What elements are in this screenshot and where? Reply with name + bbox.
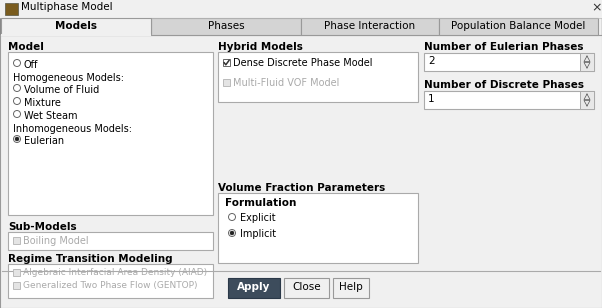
Bar: [424, 53, 594, 71]
Text: Eulerian: Eulerian: [24, 136, 64, 146]
Circle shape: [13, 136, 20, 143]
Circle shape: [13, 111, 20, 117]
Bar: [0, 0, 602, 18]
Text: Multi-Fluid VOF Model: Multi-Fluid VOF Model: [233, 78, 340, 88]
Bar: [284, 278, 329, 298]
Text: 1: 1: [428, 94, 435, 104]
Text: Apply: Apply: [237, 282, 271, 292]
Bar: [13, 282, 20, 289]
Text: Close: Close: [292, 282, 321, 292]
Bar: [228, 278, 280, 298]
Text: Sub-Models: Sub-Models: [8, 222, 76, 232]
Text: Mixture: Mixture: [24, 98, 61, 108]
Bar: [223, 79, 230, 86]
Bar: [580, 91, 594, 109]
Bar: [8, 264, 213, 298]
Text: 2: 2: [428, 56, 435, 66]
Text: Dense Discrete Phase Model: Dense Discrete Phase Model: [233, 58, 373, 68]
Bar: [439, 18, 598, 35]
Bar: [424, 91, 594, 109]
Text: Boiling Model: Boiling Model: [23, 236, 88, 246]
Text: Implicit: Implicit: [240, 229, 276, 239]
Circle shape: [229, 229, 235, 237]
Bar: [218, 52, 418, 102]
Text: Population Balance Model: Population Balance Model: [452, 21, 586, 31]
Text: Homogeneous Models:: Homogeneous Models:: [13, 73, 124, 83]
Bar: [13, 269, 20, 276]
Bar: [1, 18, 151, 35]
Bar: [8, 232, 213, 250]
Text: Phases: Phases: [208, 21, 244, 31]
Text: Regime Transition Modeling: Regime Transition Modeling: [8, 254, 173, 264]
Text: Phase Interaction: Phase Interaction: [324, 21, 415, 31]
Text: Help: Help: [339, 282, 363, 292]
Text: Number of Discrete Phases: Number of Discrete Phases: [424, 80, 584, 90]
Text: Algebraic Interfacial Area Density (AIAD): Algebraic Interfacial Area Density (AIAD…: [23, 268, 207, 277]
Bar: [301, 18, 439, 35]
Circle shape: [13, 84, 20, 91]
Text: Off: Off: [24, 60, 39, 70]
Circle shape: [13, 59, 20, 67]
Bar: [0, 35, 602, 308]
Bar: [580, 53, 594, 71]
Bar: [218, 193, 418, 263]
Text: Explicit: Explicit: [240, 213, 276, 223]
Circle shape: [15, 137, 19, 141]
Text: Models: Models: [55, 21, 97, 31]
Text: Wet Steam: Wet Steam: [24, 111, 78, 121]
Circle shape: [230, 231, 234, 235]
Text: Volume Fraction Parameters: Volume Fraction Parameters: [218, 183, 385, 193]
Bar: [13, 237, 20, 244]
Text: Model: Model: [8, 42, 44, 52]
Bar: [5, 3, 18, 15]
Text: ×: ×: [591, 1, 601, 14]
Text: Number of Eulerian Phases: Number of Eulerian Phases: [424, 42, 583, 52]
Bar: [8, 52, 213, 215]
Text: Multiphase Model: Multiphase Model: [21, 2, 113, 12]
Bar: [223, 59, 230, 66]
Text: Inhomogeneous Models:: Inhomogeneous Models:: [13, 124, 132, 134]
Text: Formulation: Formulation: [225, 198, 296, 208]
Circle shape: [229, 213, 235, 221]
Text: Hybrid Models: Hybrid Models: [218, 42, 303, 52]
Circle shape: [13, 98, 20, 104]
Bar: [151, 18, 301, 35]
Bar: [333, 278, 369, 298]
Text: Generalized Two Phase Flow (GENTOP): Generalized Two Phase Flow (GENTOP): [23, 281, 197, 290]
Text: Volume of Fluid: Volume of Fluid: [24, 85, 99, 95]
